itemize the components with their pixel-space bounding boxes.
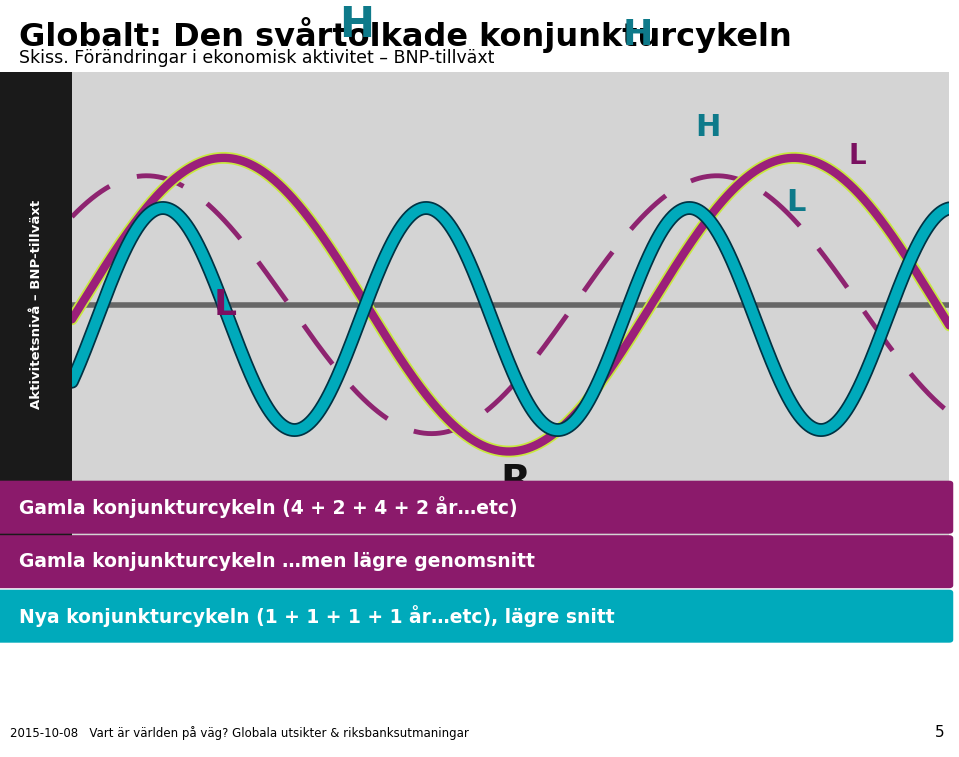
Text: Aktivitetsnivå – BNP-tillväxt: Aktivitetsnivå – BNP-tillväxt	[30, 200, 43, 410]
Text: H: H	[695, 114, 721, 142]
Text: L: L	[786, 188, 806, 217]
Text: Gamla konjunkturcykeln (4 + 2 + 4 + 2 år…etc): Gamla konjunkturcykeln (4 + 2 + 4 + 2 år…	[19, 496, 518, 519]
Text: H: H	[339, 5, 375, 46]
Text: Gamla konjunkturcykeln …men lägre genomsnitt: Gamla konjunkturcykeln …men lägre genoms…	[19, 552, 535, 572]
Text: R: R	[500, 463, 530, 500]
Text: Nya konjunkturcykeln (1 + 1 + 1 + 1 år…etc), lägre snitt: Nya konjunkturcykeln (1 + 1 + 1 + 1 år…e…	[19, 605, 615, 628]
Text: H: H	[622, 17, 653, 51]
Text: Globalt: Den svårtolkade konjunkturcykeln: Globalt: Den svårtolkade konjunkturcykel…	[19, 17, 792, 53]
Text: S|E|B: S|E|B	[816, 699, 877, 720]
Text: L: L	[214, 288, 237, 322]
Text: Skiss. Förändringar i ekonomisk aktivitet – BNP-tillväxt: Skiss. Förändringar i ekonomisk aktivite…	[19, 49, 495, 67]
Text: 2015-10-08   Vart är världen på väg? Globala utsikter & riksbanksutmaningar: 2015-10-08 Vart är världen på väg? Globa…	[10, 727, 468, 740]
Text: L: L	[849, 142, 866, 170]
Text: 5: 5	[935, 725, 945, 740]
